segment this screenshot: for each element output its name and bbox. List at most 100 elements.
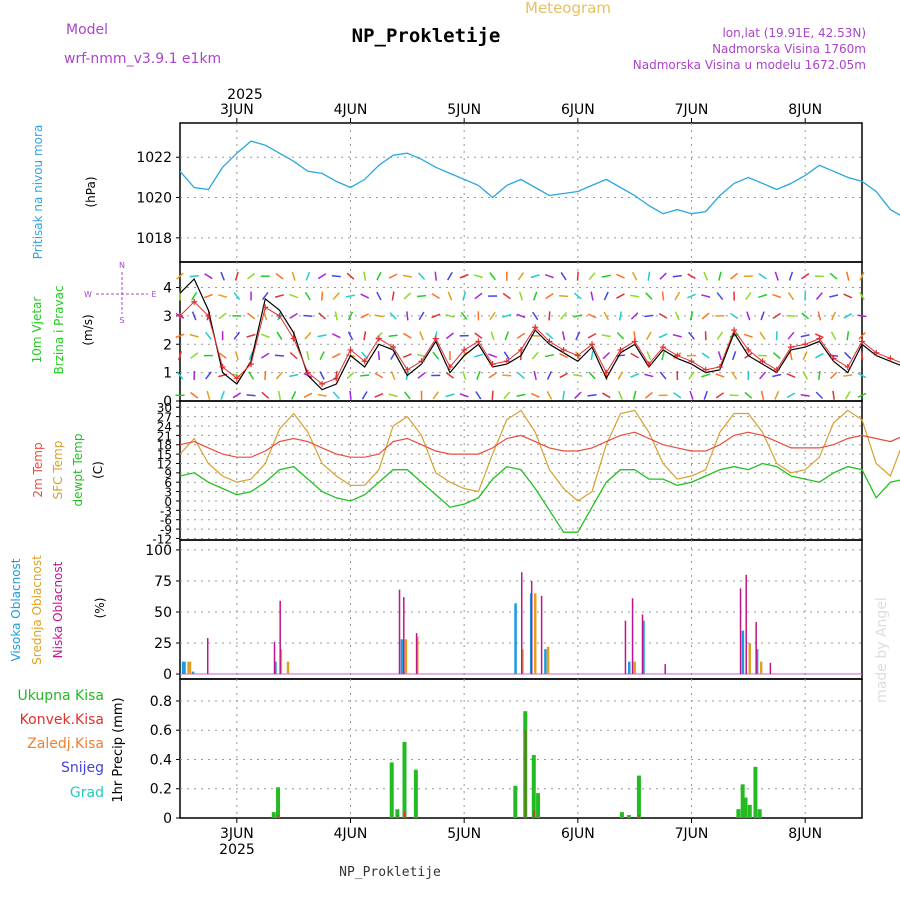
y-tick-label-temperature: 18 bbox=[157, 439, 172, 453]
y-tick-label-clouds: 100 bbox=[145, 543, 172, 559]
y-tick-label-wind: 1 bbox=[163, 366, 172, 382]
x-day-label-top: 8JUN bbox=[788, 102, 822, 118]
wind-arrow bbox=[630, 373, 640, 378]
wind-arrow bbox=[233, 331, 241, 340]
wind-arrow bbox=[503, 351, 510, 360]
wind-arrow bbox=[376, 271, 382, 281]
compass-south: S bbox=[119, 316, 124, 325]
wind-arrow bbox=[502, 374, 512, 377]
wind-arrow bbox=[689, 390, 694, 400]
wind-arrow bbox=[476, 370, 481, 380]
wind-arrow bbox=[246, 394, 256, 397]
compass-west: W bbox=[84, 290, 92, 299]
wind-arrow bbox=[843, 313, 853, 319]
cloud-bar-high bbox=[642, 620, 645, 675]
wind-arrow bbox=[261, 391, 270, 399]
wind-arrow bbox=[758, 272, 767, 280]
wind-arrow bbox=[432, 391, 440, 400]
wind-arrow bbox=[277, 390, 282, 400]
panel-frame-precipitation bbox=[179, 678, 863, 819]
wind-arrow bbox=[815, 352, 824, 359]
cloud-bar-mid bbox=[286, 661, 290, 675]
model-elevation-text: Nadmorska Visina u modelu 1672.05m bbox=[633, 58, 866, 72]
wind-gust-marker bbox=[489, 361, 496, 368]
wind-arrow bbox=[260, 333, 270, 339]
wind-arrow bbox=[687, 293, 696, 299]
wind-arrow bbox=[689, 311, 694, 321]
wind-gust-marker bbox=[233, 375, 240, 382]
wind-arrow bbox=[363, 271, 367, 281]
wind-arrow bbox=[319, 351, 325, 360]
wind-arrow bbox=[688, 331, 695, 340]
wind-arrow bbox=[504, 331, 510, 341]
wind-arrow bbox=[687, 273, 696, 280]
wind-arrow bbox=[417, 272, 426, 280]
watermark: made by Angel bbox=[874, 597, 890, 703]
wind-arrow bbox=[403, 292, 412, 300]
wind-gust-marker bbox=[603, 369, 610, 376]
wind-arrow bbox=[462, 291, 467, 301]
wind-gust-marker bbox=[375, 335, 382, 342]
wind-arrow bbox=[801, 312, 810, 320]
cloud-bar-low bbox=[530, 580, 533, 675]
wind-gust-marker bbox=[560, 346, 567, 353]
wind-arrow bbox=[374, 372, 384, 379]
wind-arrow bbox=[417, 372, 426, 379]
wind-arrow bbox=[303, 314, 313, 318]
wind-arrow bbox=[204, 273, 213, 280]
wind-arrow bbox=[573, 292, 582, 300]
wind-arrow bbox=[743, 333, 753, 338]
wind-gust-marker bbox=[660, 344, 667, 351]
wind-arrow bbox=[502, 313, 512, 318]
wind-arrow bbox=[630, 294, 640, 298]
y-tick-label-precipitation: 0 bbox=[163, 811, 172, 827]
wind-arrow bbox=[616, 331, 625, 340]
wind-arrow bbox=[688, 371, 695, 380]
wind-arrow bbox=[205, 331, 212, 340]
wind-arrow bbox=[545, 292, 554, 300]
wind-arrow bbox=[616, 273, 625, 279]
wind-arrow bbox=[815, 292, 823, 300]
wind-gust-marker bbox=[546, 338, 553, 345]
wind-arrow bbox=[291, 271, 296, 281]
cloud-bar-high bbox=[400, 639, 404, 675]
plot-area: 10181020102201234-12-9-6-303691215182124… bbox=[136, 102, 900, 842]
wind-arrow bbox=[772, 373, 782, 378]
wind-arrow bbox=[446, 271, 453, 281]
footer-title: NP_Prokletije bbox=[339, 865, 441, 880]
wind-arrow bbox=[402, 274, 412, 278]
wind-arrow bbox=[431, 293, 440, 300]
wind-gust-marker bbox=[361, 358, 368, 365]
wind-arrow bbox=[774, 390, 780, 400]
y-tick-label-temperature: 24 bbox=[157, 420, 172, 434]
wind-arrow bbox=[658, 312, 668, 319]
top-year-label: 2025 bbox=[227, 87, 263, 103]
wind-arrow bbox=[616, 293, 625, 299]
wind-gust-marker bbox=[844, 363, 851, 370]
wind-arrow bbox=[587, 394, 597, 397]
wind-arrow bbox=[304, 291, 311, 301]
cloud-bar-low bbox=[745, 574, 747, 675]
wind-arrow bbox=[858, 332, 866, 340]
wind-arrows bbox=[175, 271, 867, 400]
wind-arrow bbox=[829, 272, 838, 280]
wind-gust-marker bbox=[446, 363, 453, 370]
cloud-bar-low bbox=[398, 589, 401, 675]
panel-frame-wind bbox=[179, 261, 863, 402]
wind-arrow bbox=[206, 390, 211, 400]
wind-gust-marker bbox=[319, 380, 326, 387]
wind-arrow bbox=[802, 371, 809, 380]
wind-arrow bbox=[432, 351, 440, 360]
wind-arrow bbox=[530, 274, 540, 279]
wind-arrow bbox=[346, 272, 355, 280]
wind-arrow bbox=[403, 391, 411, 400]
wind-arrow bbox=[560, 272, 567, 281]
cloud-bar-low bbox=[403, 597, 405, 675]
cloud-bar-low bbox=[664, 664, 666, 675]
cloud-bar-low bbox=[624, 620, 627, 675]
precip-bar-total bbox=[753, 766, 758, 818]
wind-arrow bbox=[573, 374, 583, 377]
wind-gust-marker bbox=[205, 312, 212, 319]
y-tick-label-temperature: -9 bbox=[160, 523, 172, 537]
precip-bar-total bbox=[536, 793, 541, 818]
